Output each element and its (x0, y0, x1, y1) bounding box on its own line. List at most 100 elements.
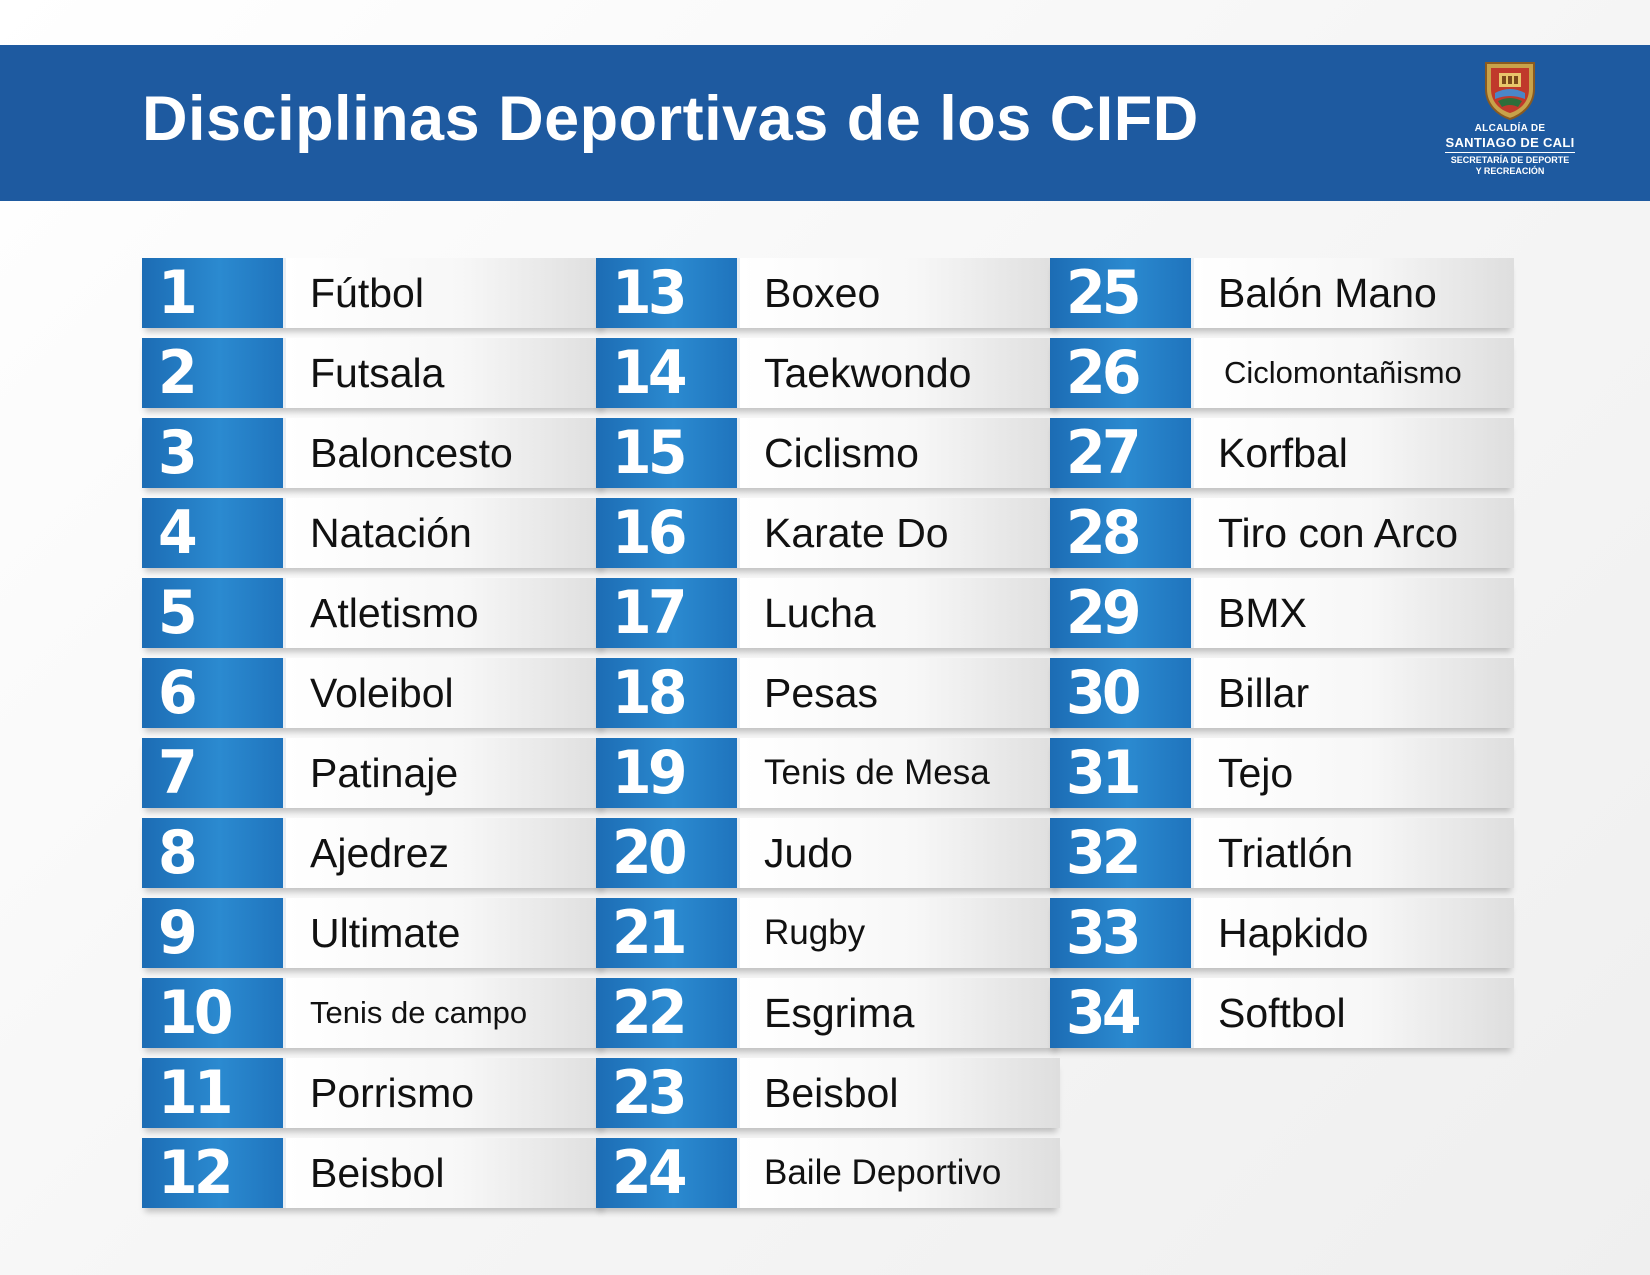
number-badge: 33 (1050, 898, 1194, 968)
discipline-number: 15 (612, 418, 687, 488)
discipline-row: 2 Futsala (142, 338, 606, 408)
discipline-number: 3 (158, 418, 198, 488)
discipline-number: 5 (158, 578, 198, 648)
discipline-name: Beisbol (310, 1150, 445, 1196)
discipline-name: Tejo (1218, 750, 1294, 796)
number-badge: 15 (596, 418, 740, 488)
discipline-row: 31 Tejo (1050, 738, 1514, 808)
discipline-number: 34 (1066, 978, 1141, 1048)
discipline-row: 30 Billar (1050, 658, 1514, 728)
discipline-label-box: Balón Mano (1194, 258, 1514, 328)
alcaldia-logo: ALCALDÍA DE SANTIAGO DE CALI SECRETARÍA … (1440, 59, 1580, 189)
discipline-row: 24 Baile Deportivo (596, 1138, 1060, 1208)
discipline-number: 6 (158, 658, 198, 728)
number-badge: 20 (596, 818, 740, 888)
discipline-number: 31 (1066, 738, 1141, 808)
discipline-label-box: Triatlón (1194, 818, 1514, 888)
discipline-number: 10 (158, 978, 234, 1048)
number-badge: 29 (1050, 578, 1194, 648)
discipline-name: Taekwondo (764, 350, 972, 396)
number-badge: 30 (1050, 658, 1194, 728)
discipline-number: 18 (612, 658, 687, 728)
discipline-number: 7 (158, 738, 198, 808)
number-badge: 11 (142, 1058, 286, 1128)
discipline-row: 22 Esgrima (596, 978, 1060, 1048)
discipline-number: 9 (158, 898, 198, 968)
discipline-number: 19 (612, 738, 687, 808)
discipline-label-box: Korfbal (1194, 418, 1514, 488)
discipline-name: Tenis de Mesa (764, 753, 990, 792)
discipline-label-box: Karate Do (740, 498, 1060, 568)
discipline-label-box: Atletismo (286, 578, 606, 648)
discipline-row: 13 Boxeo (596, 258, 1060, 328)
discipline-number: 29 (1066, 578, 1141, 648)
discipline-name: Lucha (764, 590, 876, 636)
discipline-row: 1 Fútbol (142, 258, 606, 328)
discipline-label-box: Tenis de campo (286, 978, 606, 1048)
discipline-label-box: Hapkido (1194, 898, 1514, 968)
discipline-name: Fútbol (310, 270, 424, 316)
number-badge: 5 (142, 578, 286, 648)
discipline-number: 2 (158, 338, 198, 408)
number-badge: 28 (1050, 498, 1194, 568)
discipline-number: 4 (158, 498, 198, 568)
number-badge: 31 (1050, 738, 1194, 808)
discipline-label-box: Taekwondo (740, 338, 1060, 408)
number-badge: 21 (596, 898, 740, 968)
discipline-row: 12 Beisbol (142, 1138, 606, 1208)
discipline-name: Tenis de campo (310, 995, 528, 1030)
discipline-row: 10 Tenis de campo (142, 978, 606, 1048)
discipline-number: 30 (1066, 658, 1141, 728)
discipline-row: 19 Tenis de Mesa (596, 738, 1060, 808)
discipline-label-box: Beisbol (740, 1058, 1060, 1128)
discipline-row: 25 Balón Mano (1050, 258, 1514, 328)
discipline-row: 18 Pesas (596, 658, 1060, 728)
discipline-label-box: Baloncesto (286, 418, 606, 488)
number-badge: 7 (142, 738, 286, 808)
discipline-row: 23 Beisbol (596, 1058, 1060, 1128)
number-badge: 22 (596, 978, 740, 1048)
discipline-row: 34 Softbol (1050, 978, 1514, 1048)
discipline-name: Rugby (764, 913, 866, 952)
discipline-name: Pesas (764, 670, 878, 716)
discipline-number: 24 (612, 1138, 687, 1208)
discipline-label-box: Beisbol (286, 1138, 606, 1208)
discipline-label-box: Tenis de Mesa (740, 738, 1060, 808)
discipline-number: 8 (158, 818, 198, 888)
discipline-number: 17 (612, 578, 687, 648)
discipline-number: 33 (1066, 898, 1141, 968)
number-badge: 26 (1050, 338, 1194, 408)
discipline-name: Ajedrez (310, 830, 450, 876)
number-badge: 8 (142, 818, 286, 888)
discipline-number: 21 (612, 898, 687, 968)
discipline-number: 1 (158, 258, 198, 328)
discipline-label-box: Ultimate (286, 898, 606, 968)
discipline-number: 25 (1066, 258, 1141, 328)
discipline-name: Porrismo (310, 1070, 475, 1116)
discipline-label-box: Judo (740, 818, 1060, 888)
discipline-label-box: Baile Deportivo (740, 1138, 1060, 1208)
discipline-name: Futsala (310, 350, 445, 396)
discipline-name: Esgrima (764, 990, 915, 1036)
discipline-number: 26 (1066, 338, 1141, 408)
discipline-label-box: Billar (1194, 658, 1514, 728)
logo-line-3: SECRETARÍA DE DEPORTE (1450, 155, 1570, 165)
logo-line-2: SANTIAGO DE CALI (1445, 135, 1575, 153)
number-badge: 16 (596, 498, 740, 568)
discipline-number: 13 (612, 258, 687, 328)
number-badge: 4 (142, 498, 286, 568)
discipline-label-box: Rugby (740, 898, 1060, 968)
discipline-row: 15 Ciclismo (596, 418, 1060, 488)
number-badge: 18 (596, 658, 740, 728)
discipline-label-box: Ciclismo (740, 418, 1060, 488)
discipline-label-box: Boxeo (740, 258, 1060, 328)
discipline-number: 20 (612, 818, 687, 888)
number-badge: 1 (142, 258, 286, 328)
discipline-name: Korfbal (1218, 430, 1348, 476)
discipline-row: 9 Ultimate (142, 898, 606, 968)
discipline-name: Billar (1218, 670, 1310, 716)
discipline-row: 27 Korfbal (1050, 418, 1514, 488)
coat-of-arms-icon (1485, 62, 1535, 121)
discipline-label-box: Ciclomontañismo (1194, 338, 1514, 408)
discipline-name: Ultimate (310, 910, 461, 956)
